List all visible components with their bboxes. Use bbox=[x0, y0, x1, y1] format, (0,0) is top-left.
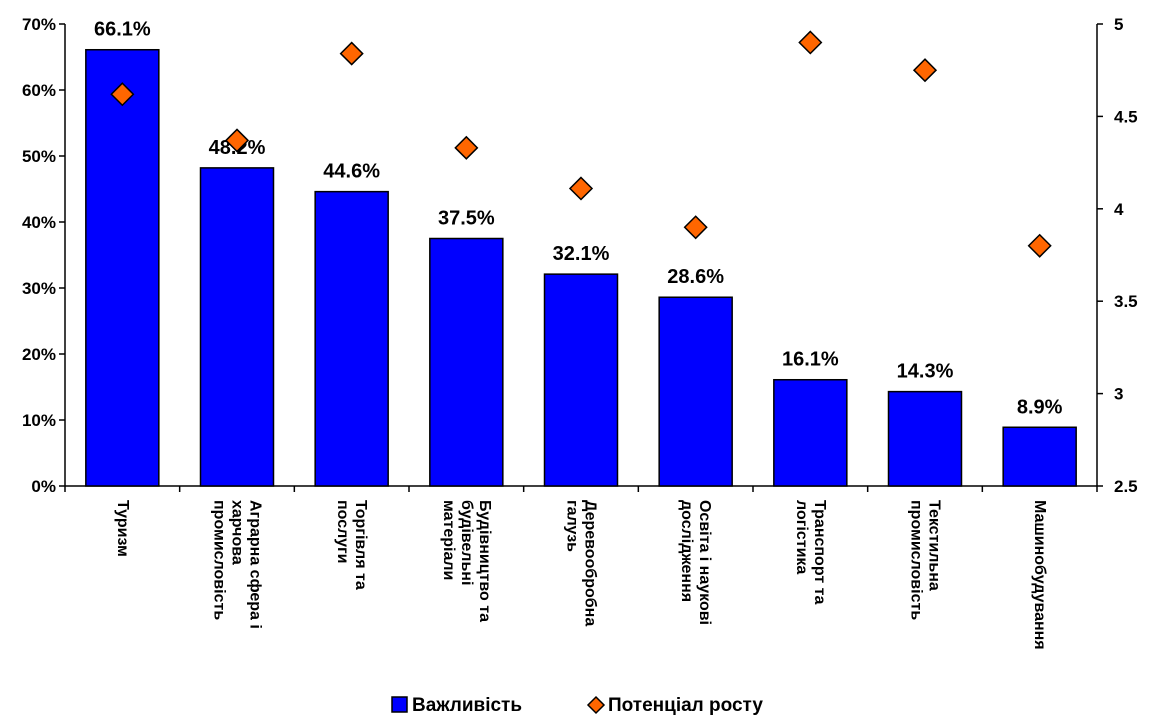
left-y-tick-label: 50% bbox=[22, 147, 56, 166]
bar-value-label: 8.9% bbox=[1017, 396, 1063, 418]
diamond-marker bbox=[224, 128, 250, 153]
x-category-label: Туризм bbox=[114, 500, 131, 557]
right-y-tick-label: 3.5 bbox=[1114, 292, 1138, 311]
bar-value-label: 28.6% bbox=[667, 266, 724, 288]
bar bbox=[543, 273, 619, 487]
diamond-marker bbox=[110, 82, 135, 107]
bar-value-label: 44.6% bbox=[323, 161, 380, 183]
x-category-label: Машинобудування bbox=[1031, 500, 1048, 650]
left-y-tick-label: 20% bbox=[22, 345, 56, 364]
diamond-marker bbox=[798, 30, 823, 55]
x-category-label: галузь bbox=[564, 500, 581, 552]
right-y-tick-label: 4 bbox=[1114, 200, 1124, 219]
x-category-label: Текстильна bbox=[926, 500, 943, 591]
right-y-tick-label: 2.5 bbox=[1114, 477, 1138, 496]
x-category-label: Транспорт та bbox=[811, 500, 828, 605]
x-category-label: послуги bbox=[334, 500, 351, 563]
right-y-tick-label: 3 bbox=[1114, 385, 1123, 404]
legend-diamond-swatch bbox=[586, 695, 606, 715]
diamond-marker bbox=[454, 135, 479, 160]
x-category-label: промисловість bbox=[908, 500, 925, 620]
diamond-marker bbox=[568, 176, 594, 201]
bar bbox=[314, 190, 389, 487]
left-y-tick-label: 10% bbox=[22, 411, 56, 430]
bar-value-label: 16.1% bbox=[782, 349, 839, 371]
diamond-marker bbox=[339, 41, 364, 66]
diamond-marker bbox=[912, 58, 938, 83]
left-y-tick-label: 70% bbox=[22, 15, 56, 34]
bar-value-label: 14.3% bbox=[897, 361, 954, 383]
bar bbox=[773, 378, 848, 487]
legend-bar-swatch bbox=[391, 696, 408, 713]
bar bbox=[887, 390, 963, 487]
left-y-tick-label: 40% bbox=[22, 213, 56, 232]
plot-area: 0% 10% 20% 30% 40% 50% 60% 70% 2.5 3 3.5 4 4.5 5 66.1%… bbox=[22, 15, 1138, 716]
x-category-label: матеріали bbox=[440, 500, 457, 580]
right-y-tick-label: 5 bbox=[1114, 15, 1123, 34]
right-y-tick-label: 4.5 bbox=[1114, 107, 1138, 126]
x-category-label: Аграрна сфера і bbox=[247, 500, 264, 629]
diamond-marker bbox=[1027, 233, 1052, 258]
x-category-label: логістика bbox=[793, 500, 810, 574]
x-category-label: Торгівля та bbox=[352, 500, 369, 590]
bar-value-label: 37.5% bbox=[438, 208, 495, 230]
x-category-label: Будівництво та bbox=[476, 500, 493, 622]
x-category-label: дослідження bbox=[678, 500, 695, 602]
x-category-label: промисловість bbox=[211, 500, 228, 620]
x-category-label: Освіта і наукові bbox=[696, 500, 713, 625]
legend-label-growth-potential: Потенціал росту bbox=[608, 695, 763, 716]
left-y-tick-label: 0% bbox=[31, 477, 56, 496]
bar bbox=[429, 237, 504, 487]
bar-value-label: 32.1% bbox=[553, 243, 610, 265]
bar bbox=[658, 296, 733, 487]
bar bbox=[199, 167, 275, 487]
diamond-marker bbox=[683, 215, 708, 240]
bar-value-label: 66.1% bbox=[94, 19, 151, 41]
bar bbox=[1002, 426, 1077, 487]
x-category-label: будівельні bbox=[458, 500, 475, 585]
left-y-tick-label: 30% bbox=[22, 279, 56, 298]
x-category-label: харчова bbox=[229, 500, 246, 565]
bar bbox=[85, 48, 160, 487]
x-category-label: Деревообробна bbox=[582, 500, 599, 626]
left-y-tick-label: 60% bbox=[22, 81, 56, 100]
legend-label-importance: Важливість bbox=[412, 695, 522, 716]
